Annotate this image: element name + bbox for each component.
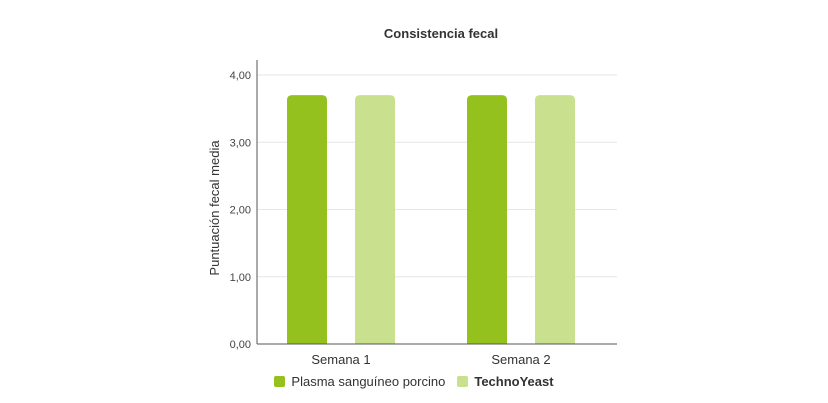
y-tick-label: 4,00 bbox=[230, 70, 251, 82]
legend-item-series-1: Plasma sanguíneo porcino bbox=[274, 374, 445, 389]
legend-label-series-1: Plasma sanguíneo porcino bbox=[291, 374, 446, 389]
legend-swatch-series-2 bbox=[457, 376, 469, 387]
y-tick-label: 3,00 bbox=[230, 137, 251, 149]
y-tick-label: 2,00 bbox=[230, 205, 251, 217]
chart-title: Consistencia fecal bbox=[384, 26, 498, 41]
bar-series-1-1 bbox=[287, 95, 327, 344]
y-tick-label: 0,00 bbox=[230, 339, 251, 351]
bar-series-2-1 bbox=[355, 95, 395, 344]
legend-item-series-2: TechnoYeast bbox=[457, 374, 554, 389]
x-category-label: Semana 2 bbox=[491, 352, 550, 367]
x-category-label: Semana 1 bbox=[311, 352, 370, 367]
y-axis-label: Puntuación fecal media bbox=[207, 140, 222, 276]
legend: Plasma sanguíneo porcino TechnoYeast bbox=[0, 374, 828, 389]
y-tick-label: 1,00 bbox=[230, 272, 251, 284]
legend-swatch-series-1 bbox=[274, 376, 286, 387]
bar-series-2-2 bbox=[535, 95, 575, 344]
bar-series-1-2 bbox=[467, 95, 507, 344]
legend-label-series-2: TechnoYeast bbox=[474, 374, 554, 389]
